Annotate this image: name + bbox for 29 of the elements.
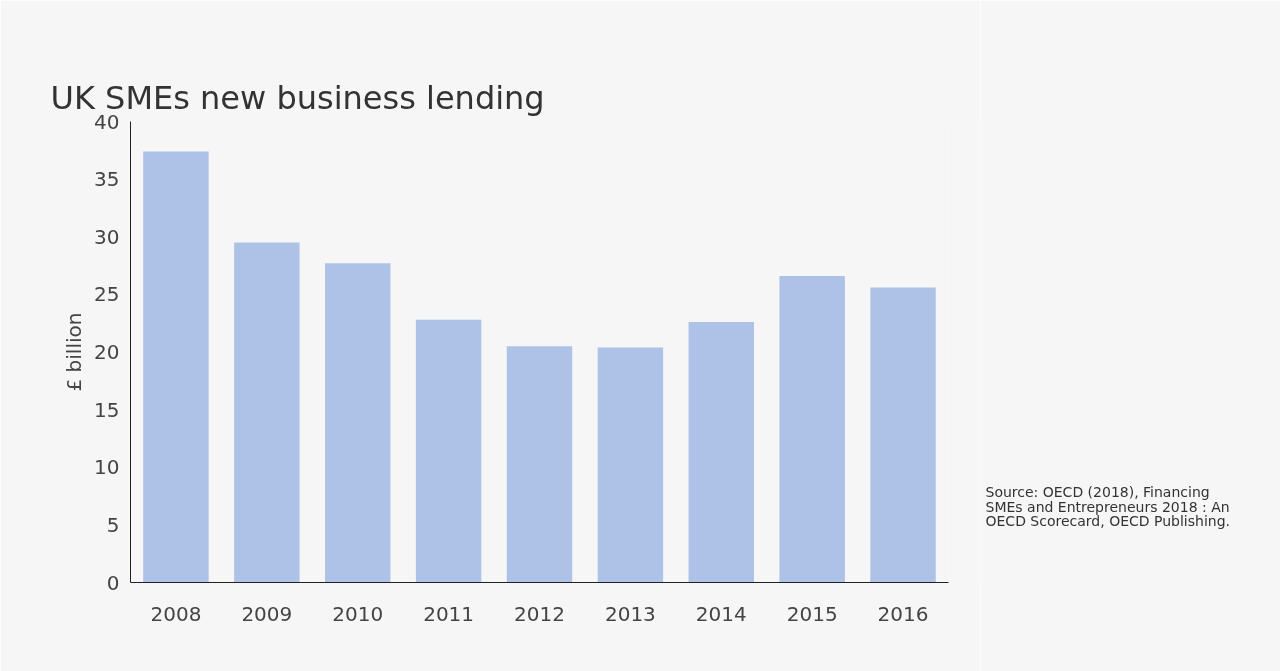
y-tick-label: 0	[106, 570, 120, 595]
x-tick-label: 2015	[786, 601, 838, 626]
y-tick-label: 25	[94, 282, 120, 307]
bar	[779, 275, 845, 583]
bar	[597, 347, 664, 583]
bar	[870, 287, 936, 583]
x-tick-label: 2008	[150, 601, 202, 626]
x-tick-label: 2011	[423, 601, 475, 626]
bar	[415, 319, 482, 583]
source-note: Source: OECD (2018), Financing SMEs and Entrepreneurs 2018 : An OECD Scorecard, OECD Publishing.	[985, 484, 1231, 530]
bar	[506, 346, 573, 583]
y-tick-label: 10	[94, 455, 120, 480]
x-tick-label: 2010	[332, 601, 384, 626]
x-tick-label: 2012	[514, 601, 565, 626]
y-axis-title: £ billion	[62, 312, 87, 392]
y-tick-label: 40	[94, 109, 120, 134]
bar	[143, 151, 209, 583]
bar	[325, 263, 391, 583]
x-tick-label: 2016	[877, 601, 929, 626]
y-tick-label: 20	[94, 340, 120, 364]
bar	[688, 322, 754, 583]
y-tick-label: 15	[94, 397, 120, 422]
y-tick-label: 30	[94, 224, 120, 249]
y-tick-label: 5	[106, 512, 120, 537]
x-tick-label: 2014	[695, 601, 747, 626]
x-tick-label: 2009	[241, 601, 293, 626]
y-tick-label: 35	[94, 167, 120, 192]
bar	[234, 242, 300, 583]
x-tick-label: 2013	[604, 601, 656, 626]
